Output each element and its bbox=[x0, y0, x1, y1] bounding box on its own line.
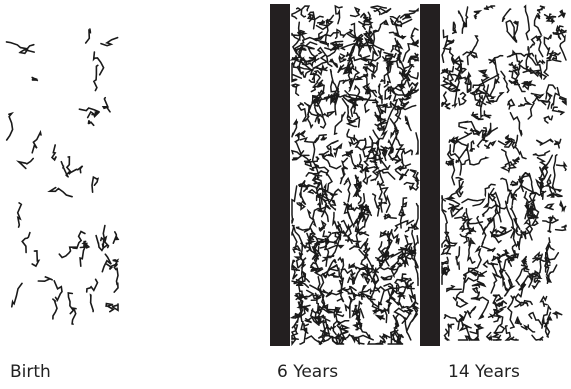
panel-label: 6 Years bbox=[277, 362, 338, 382]
panel-label: Birth bbox=[10, 362, 51, 382]
divider-bar bbox=[270, 4, 290, 346]
divider-bar bbox=[420, 4, 440, 346]
neuron-illustrations bbox=[0, 0, 571, 350]
neuron-network-14-years bbox=[442, 6, 566, 340]
panel-label: 14 Years bbox=[448, 362, 520, 382]
neuron-network-birth bbox=[7, 29, 119, 324]
neuron-network-6-years bbox=[292, 6, 418, 344]
figure: Birth 6 Years 14 Years bbox=[0, 0, 571, 389]
